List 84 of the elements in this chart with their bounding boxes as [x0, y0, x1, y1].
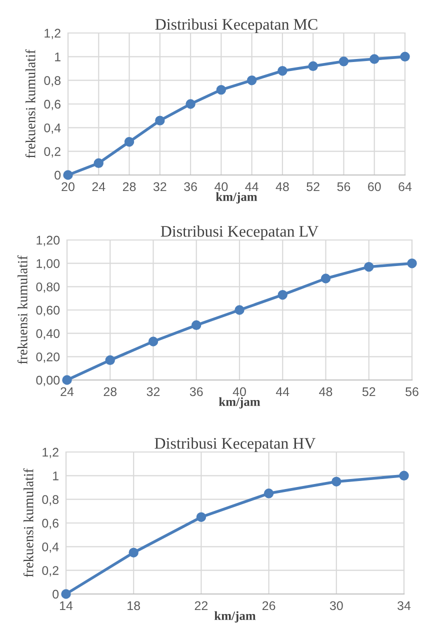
x-tick-label: 56 [406, 387, 418, 396]
point [364, 262, 374, 272]
y-tick-label: 0,80 [36, 282, 60, 293]
x-tick-label: 28 [122, 182, 136, 192]
x-tick-label: 18 [128, 601, 140, 610]
x-tick-label: 44 [245, 182, 258, 192]
point [234, 305, 244, 315]
point [338, 56, 349, 66]
y-tick-label: 0,00 [36, 376, 60, 386]
y-tick-label: 1,20 [36, 236, 60, 246]
y-tick-label: 1 [55, 52, 60, 62]
point [155, 116, 165, 126]
x-tick-label: 28 [104, 387, 117, 396]
point [128, 548, 138, 558]
y-tick-label: 0,20 [36, 352, 60, 363]
y-tick-label: 1,00 [36, 259, 60, 270]
chart-title: Distribusi Kecepatan MC [155, 18, 318, 33]
x-axis-title: km/jam [216, 192, 258, 204]
point [62, 375, 72, 385]
point [105, 355, 115, 366]
point [63, 170, 73, 180]
x-tick-label: 30 [330, 601, 343, 610]
x-tick-label: 34 [398, 601, 411, 610]
x-axis-title: km/jam [218, 397, 260, 409]
point [192, 320, 202, 330]
y-tick-label: 0,4 [42, 542, 59, 553]
point [278, 66, 288, 76]
x-tick-label: 20 [62, 182, 74, 192]
x-tick-label: 32 [153, 182, 166, 192]
x-tick-label: 40 [214, 182, 228, 192]
point [94, 158, 104, 168]
x-tick-label: 44 [276, 387, 290, 396]
y-tick-label: 0,2 [42, 566, 58, 576]
x-tick-label: 52 [362, 387, 376, 396]
y-tick-label: 0,60 [36, 306, 60, 316]
x-tick-label: 36 [190, 387, 203, 396]
point [407, 258, 417, 268]
y-tick-label: 0 [52, 590, 59, 599]
point [186, 99, 196, 109]
x-tick-label: 24 [60, 387, 74, 396]
point [400, 52, 410, 62]
x-axis-title: km/jam [214, 611, 256, 623]
x-tick-label: 52 [306, 182, 320, 192]
point [264, 488, 274, 498]
point [399, 470, 409, 481]
y-axis-title: frekuensi kumulatif [25, 49, 36, 158]
y-tick-label: 0,8 [42, 495, 59, 506]
y-tick-label: 1,2 [42, 448, 58, 458]
chart-title: Distribusi Kecepatan HV [154, 438, 316, 452]
x-tick-label: 36 [184, 182, 197, 192]
y-tick-label: 1 [53, 472, 58, 480]
y-tick-label: 0,2 [44, 147, 60, 158]
x-tick-label: 56 [337, 182, 350, 192]
y-tick-label: 0 [54, 170, 61, 180]
point [124, 137, 134, 147]
point [246, 75, 257, 86]
y-tick-label: 0,8 [44, 76, 61, 86]
y-axis-title: frekuensi kumulatif [23, 468, 34, 578]
x-tick-label: 40 [232, 387, 246, 396]
x-tick-label: 60 [368, 182, 381, 192]
x-tick-label: 26 [262, 601, 276, 610]
point [370, 54, 380, 64]
y-tick-label: 1,2 [44, 28, 60, 40]
point [216, 84, 226, 95]
y-tick-label: 0,6 [42, 518, 59, 530]
chart-title: Distribusi Kecepatan LV [160, 226, 318, 240]
point [308, 61, 318, 71]
y-tick-label: 0,6 [44, 100, 61, 110]
x-tick-label: 14 [60, 601, 73, 610]
y-tick-label: 0,4 [44, 123, 61, 134]
point [148, 336, 158, 346]
x-tick-label: 32 [146, 387, 160, 396]
point [196, 512, 206, 522]
x-tick-label: 48 [276, 182, 289, 192]
point [278, 290, 288, 300]
x-tick-label: 64 [398, 182, 412, 192]
x-tick-label: 24 [92, 182, 106, 192]
point [320, 274, 331, 284]
x-tick-label: 22 [194, 601, 208, 610]
point [332, 476, 342, 486]
point [61, 589, 71, 599]
y-tick-label: 0,40 [36, 329, 60, 340]
y-axis-title: frekuensi kumulatif [17, 255, 28, 364]
x-tick-label: 48 [319, 387, 332, 396]
